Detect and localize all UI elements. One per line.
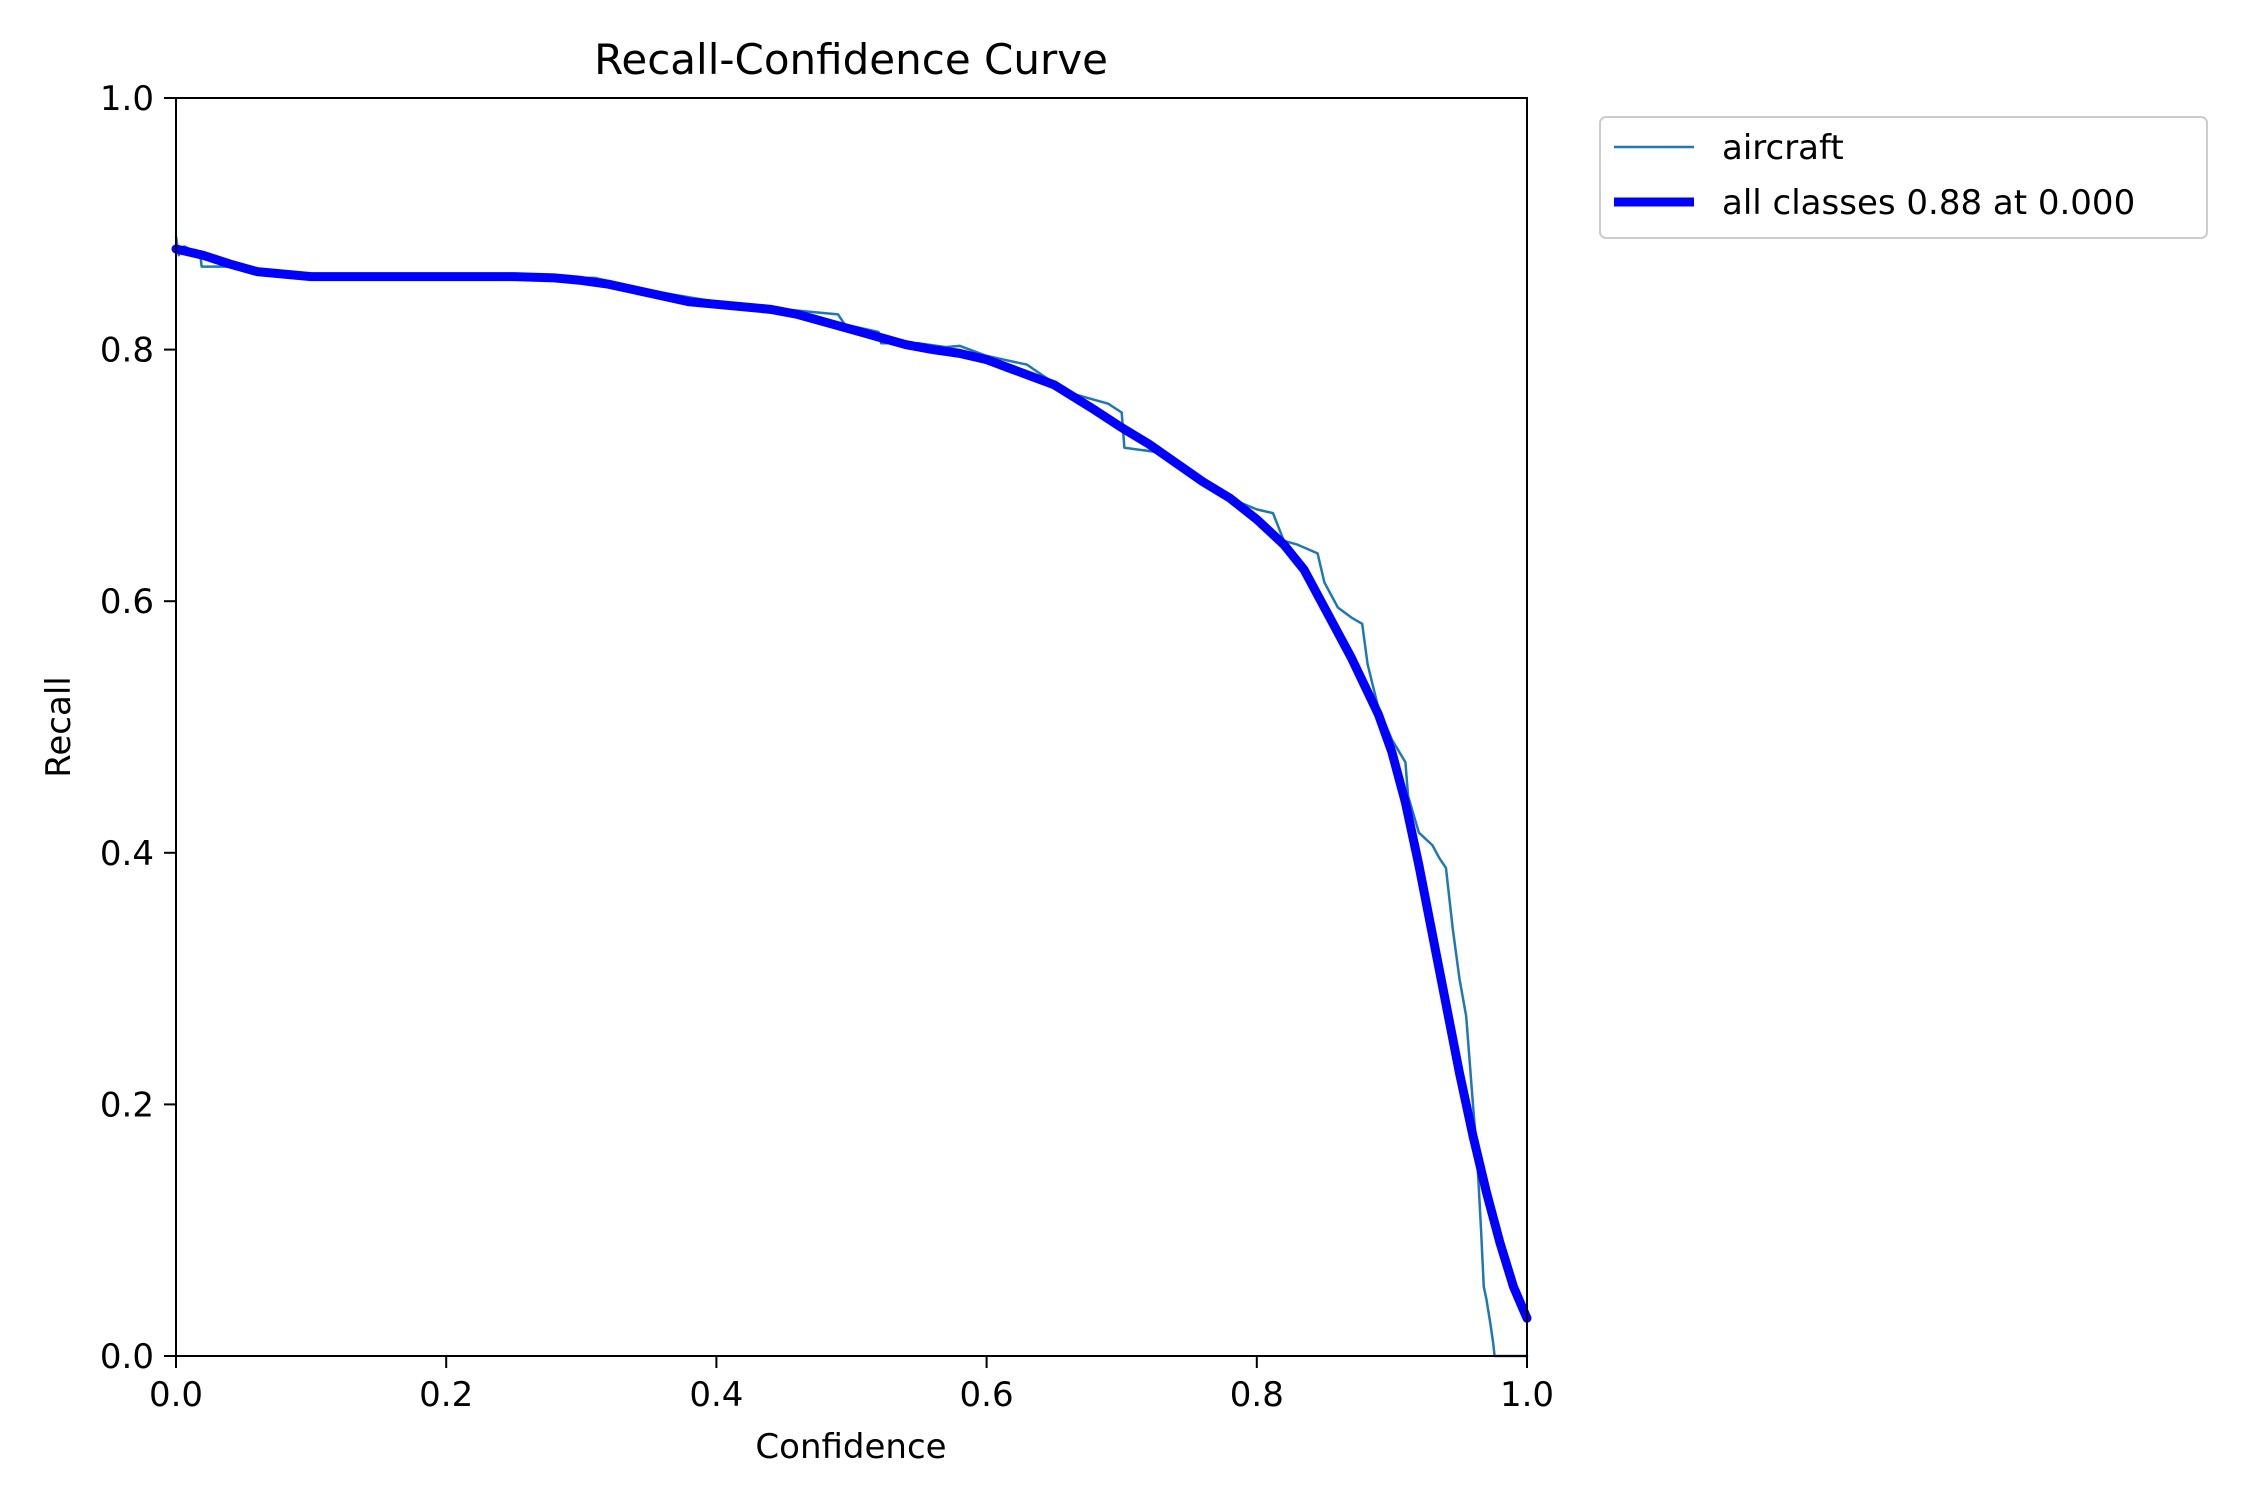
x-tick-label: 0.8: [1230, 1375, 1284, 1415]
series-line-all-classes: [171, 244, 1532, 1323]
ticks-layer: 0.0 0.2 0.4 0.6 0.8 1.0 0.0 0.2 0.4 0.6 0.8 1.0: [100, 79, 1554, 1415]
y-tick-label: 1.0: [100, 79, 154, 119]
legend-label-aircraft: aircraft: [1722, 128, 1844, 168]
x-tick-label: 1.0: [1500, 1375, 1554, 1415]
plot-frame: [175, 97, 1528, 1357]
y-tick-label: 0.8: [100, 331, 154, 371]
legend: aircraft all classes 0.88 at 0.000: [1599, 116, 2208, 239]
x-tick-label: 0.4: [689, 1375, 743, 1415]
y-tick-label: 0.4: [100, 834, 154, 874]
y-tick-label: 0.6: [100, 582, 154, 622]
legend-box: [1599, 116, 2208, 239]
x-tick-label: 0.2: [419, 1375, 473, 1415]
y-tick-label: 0.0: [100, 1337, 154, 1377]
y-tick-label: 0.2: [100, 1085, 154, 1125]
legend-label-all-classes: all classes 0.88 at 0.000: [1722, 183, 2135, 223]
x-tick-label: 0.6: [960, 1375, 1014, 1415]
y-axis-label: Recall: [39, 676, 79, 777]
x-tick-label: 0.0: [149, 1375, 203, 1415]
x-axis-label: Confidence: [755, 1427, 946, 1467]
chart-title: Recall-Confidence Curve: [594, 35, 1108, 84]
plot-layer: [171, 235, 1532, 1358]
